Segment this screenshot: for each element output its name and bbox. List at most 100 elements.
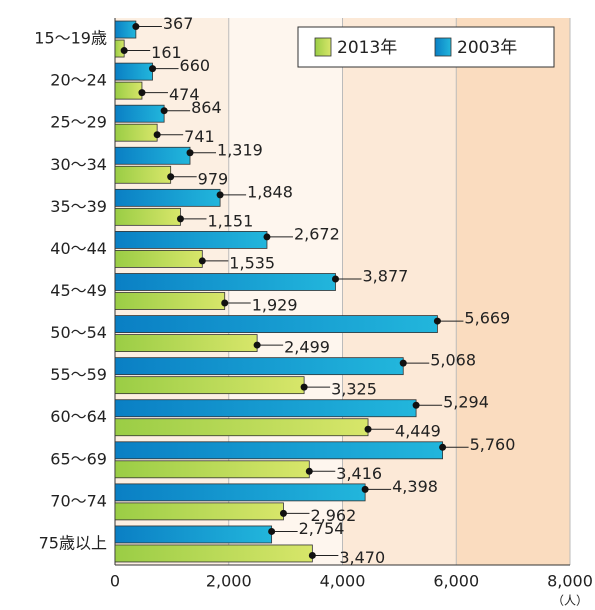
value-dot <box>412 401 420 409</box>
data-label: 1,929 <box>252 296 298 315</box>
data-label: 2,754 <box>299 519 345 538</box>
data-label: 5,294 <box>443 393 489 412</box>
bar <box>114 250 203 268</box>
bar <box>114 292 226 310</box>
data-label: 1,535 <box>229 253 275 272</box>
bar <box>114 81 143 100</box>
bar <box>114 418 369 437</box>
bar <box>114 483 366 502</box>
data-label: 3,470 <box>339 548 385 567</box>
y-tick-label: 55～59 <box>50 365 107 384</box>
value-dot <box>268 527 276 535</box>
legend-label: 2003年 <box>457 38 517 58</box>
bar <box>114 62 153 81</box>
bar <box>114 165 172 184</box>
y-tick-label: 45～49 <box>50 281 107 300</box>
x-axis-unit: （人） <box>552 594 588 608</box>
data-label: 5,760 <box>470 435 516 454</box>
value-dot <box>176 215 184 223</box>
legend-swatch <box>434 37 452 57</box>
value-dot <box>361 485 369 493</box>
value-dot <box>263 233 271 241</box>
y-tick-label: 35～39 <box>50 197 107 216</box>
data-label: 5,068 <box>430 351 476 370</box>
y-tick-label: 30～34 <box>50 155 107 174</box>
legend: 2013年 2003年 <box>297 26 555 68</box>
band <box>229 18 343 565</box>
y-tick-label: 40～44 <box>50 239 107 258</box>
y-tick-label: 65～69 <box>50 449 107 468</box>
bar <box>114 460 310 479</box>
value-dot <box>120 47 128 55</box>
bar <box>114 273 336 291</box>
bar <box>114 502 284 521</box>
data-label: 3,877 <box>363 267 409 286</box>
bar <box>114 315 438 333</box>
data-label: 660 <box>180 56 211 75</box>
y-tick-label: 75歳以上 <box>39 533 107 552</box>
y-tick-label: 50～54 <box>50 323 107 342</box>
data-label: 161 <box>151 43 182 62</box>
bar <box>114 188 221 207</box>
y-tick-label: 25～29 <box>50 113 107 132</box>
x-tick-label: 2,000 <box>206 572 252 591</box>
background-bands <box>115 18 570 565</box>
bar <box>114 357 404 376</box>
y-tick-label: 20～24 <box>50 71 107 90</box>
x-tick-label: 8,000 <box>547 572 593 591</box>
bar <box>114 525 273 544</box>
bar <box>114 544 313 563</box>
data-label: 741 <box>184 127 215 146</box>
band <box>343 18 456 565</box>
y-tick-label: 70～74 <box>50 491 107 510</box>
bar <box>114 123 158 142</box>
y-tick-label: 60～64 <box>50 407 107 426</box>
value-dot <box>186 149 194 157</box>
data-label: 474 <box>169 85 200 104</box>
y-tick-label: 15～19歳 <box>34 29 107 48</box>
bar <box>114 146 191 165</box>
value-dot <box>167 173 175 181</box>
legend-label: 2013年 <box>337 38 397 58</box>
bar <box>114 231 268 249</box>
value-dot <box>305 467 313 475</box>
data-label: 979 <box>198 169 229 188</box>
value-dot <box>433 317 441 325</box>
bar <box>114 399 417 418</box>
value-dot <box>149 65 157 73</box>
data-label: 4,398 <box>392 477 438 496</box>
data-label: 5,669 <box>464 309 510 328</box>
value-dot <box>332 275 340 283</box>
band <box>456 18 570 565</box>
data-label: 1,848 <box>247 182 293 201</box>
data-label: 2,499 <box>284 338 330 357</box>
data-label: 3,325 <box>331 380 377 399</box>
legend-box <box>297 26 555 68</box>
value-dot <box>132 23 140 31</box>
data-label: 367 <box>163 14 194 33</box>
x-tick-label: 0 <box>110 572 120 591</box>
value-dot <box>160 107 168 115</box>
data-label: 1,319 <box>217 140 263 159</box>
value-dot <box>399 359 407 367</box>
value-dot <box>439 443 447 451</box>
data-label: 4,449 <box>395 422 441 441</box>
data-label: 2,962 <box>310 506 356 525</box>
data-label: 2,672 <box>294 224 340 243</box>
bar <box>114 376 305 395</box>
x-tick-label: 6,000 <box>433 572 479 591</box>
data-label: 1,151 <box>207 211 253 230</box>
value-dot <box>279 509 287 517</box>
bar <box>114 104 165 123</box>
bar <box>114 207 181 226</box>
value-dot <box>253 341 261 349</box>
x-tick-label: 4,000 <box>320 572 366 591</box>
value-dot <box>300 383 308 391</box>
value-dot <box>153 131 161 139</box>
bar <box>114 20 137 39</box>
data-label: 3,416 <box>336 464 382 483</box>
value-dot <box>198 257 206 265</box>
value-dot <box>308 551 316 559</box>
